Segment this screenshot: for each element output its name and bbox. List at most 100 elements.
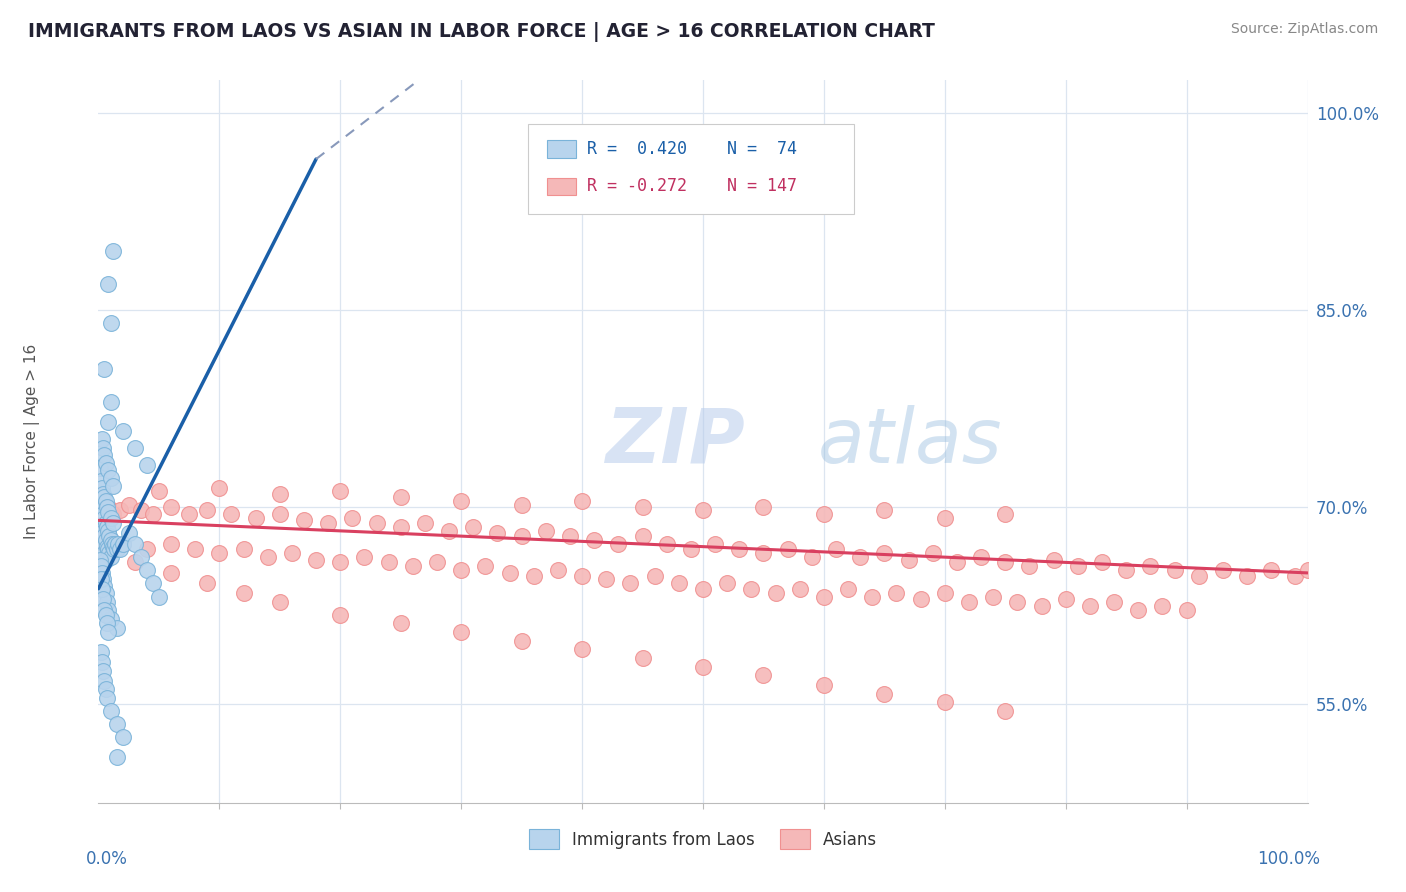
Point [100, 704, 122, 718]
Point [111, 424, 134, 438]
Point [329, 607, 352, 622]
Point [90, 520, 112, 534]
Point [94, 516, 117, 530]
Point [129, 503, 152, 517]
Point [765, 585, 787, 599]
Point [668, 576, 690, 591]
Point [692, 503, 714, 517]
Text: R = -0.272    N = 147: R = -0.272 N = 147 [586, 178, 797, 195]
Text: ZIP: ZIP [606, 405, 747, 478]
Point [837, 582, 859, 596]
Point [208, 546, 231, 560]
Point [910, 592, 932, 607]
Point [825, 542, 848, 557]
Point [510, 529, 533, 543]
Point [90, 507, 112, 521]
Point [91, 481, 114, 495]
Point [1115, 563, 1137, 577]
Point [437, 524, 460, 538]
Point [1042, 553, 1064, 567]
Point [281, 546, 304, 560]
Point [96, 540, 118, 554]
Point [873, 503, 896, 517]
Point [101, 507, 124, 521]
Point [100, 533, 122, 547]
Point [860, 590, 883, 604]
Point [329, 555, 352, 569]
Point [91, 537, 114, 551]
Point [94, 553, 117, 567]
Point [111, 730, 134, 744]
Point [800, 550, 823, 565]
Point [89, 460, 111, 475]
Point [100, 550, 122, 565]
Point [558, 529, 581, 543]
Point [402, 559, 425, 574]
FancyBboxPatch shape [547, 178, 576, 195]
Point [94, 607, 117, 622]
Point [1163, 563, 1185, 577]
Point [704, 537, 727, 551]
Point [1078, 599, 1101, 613]
Point [100, 316, 122, 330]
Point [91, 487, 114, 501]
FancyBboxPatch shape [547, 140, 576, 158]
Point [752, 546, 775, 560]
Point [100, 395, 122, 409]
Point [97, 603, 120, 617]
Point [105, 621, 128, 635]
Point [1284, 568, 1306, 582]
Point [97, 524, 120, 538]
Point [90, 573, 112, 587]
Point [89, 503, 111, 517]
Point [98, 546, 121, 560]
Point [474, 559, 496, 574]
Point [571, 493, 593, 508]
Point [90, 559, 112, 574]
Point [426, 555, 449, 569]
Point [160, 500, 183, 515]
Point [692, 660, 714, 674]
Point [1018, 559, 1040, 574]
Point [873, 687, 896, 701]
Point [232, 585, 254, 599]
Point [934, 585, 956, 599]
Point [100, 537, 122, 551]
Point [97, 463, 120, 477]
Point [93, 546, 115, 560]
Point [93, 510, 115, 524]
Point [91, 592, 114, 607]
Point [107, 537, 129, 551]
Point [124, 555, 146, 569]
Point [571, 642, 593, 657]
Point [96, 615, 118, 630]
Point [886, 585, 908, 599]
Point [1102, 595, 1125, 609]
Point [91, 441, 114, 455]
Point [897, 553, 920, 567]
Point [94, 681, 117, 696]
Point [849, 550, 872, 565]
Point [94, 585, 117, 599]
Point [103, 542, 125, 557]
Point [101, 516, 124, 530]
Point [93, 448, 115, 462]
Point [100, 533, 122, 547]
Point [90, 645, 112, 659]
Point [97, 415, 120, 429]
Point [91, 573, 114, 587]
Point [90, 474, 112, 488]
Point [91, 566, 114, 580]
Point [873, 546, 896, 560]
Point [148, 590, 170, 604]
Point [91, 665, 114, 679]
Point [91, 582, 114, 596]
Point [256, 550, 278, 565]
Point [353, 550, 375, 565]
Point [100, 510, 122, 524]
Point [329, 484, 352, 499]
Point [413, 516, 436, 530]
Point [510, 634, 533, 648]
Point [1139, 559, 1161, 574]
Text: Source: ZipAtlas.com: Source: ZipAtlas.com [1230, 22, 1378, 37]
